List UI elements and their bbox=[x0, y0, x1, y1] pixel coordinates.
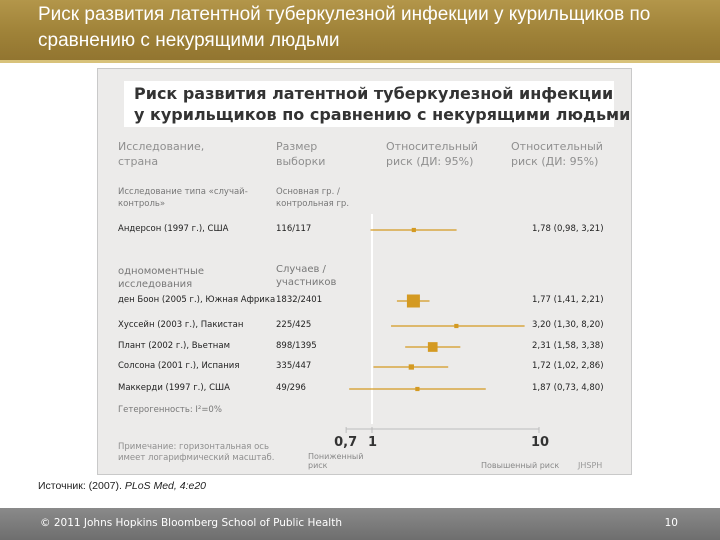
study-rr-ci: 3,20 (1,30, 8,20) bbox=[532, 320, 604, 330]
study-sample-size: 49/296 bbox=[276, 383, 306, 393]
sample-header-cross-sectional: Случаев / участников bbox=[276, 264, 337, 288]
study-sample-size: 116/117 bbox=[276, 224, 312, 234]
x-tick-label: 0,7 bbox=[334, 435, 358, 450]
study-rr-ci: 2,31 (1,58, 3,38) bbox=[532, 341, 604, 351]
x-label-lower-risk: Пониженный риск bbox=[308, 452, 364, 470]
page-number: 10 bbox=[664, 517, 678, 529]
point-estimate-marker bbox=[454, 323, 459, 329]
footer-copyright: © 2011 Johns Hopkins Bloomberg School of… bbox=[40, 517, 342, 529]
source-citation: Источник: (2007). PLoS Med, 4:e20 bbox=[38, 480, 206, 492]
group-label-case-control: Исследование типа «случай-контроль» bbox=[118, 187, 248, 209]
slide-header: Риск развития латентной туберкулезной ин… bbox=[0, 0, 720, 60]
source-journal: PLoS Med, 4:e20 bbox=[124, 480, 206, 492]
study-sample-size: 898/1395 bbox=[276, 341, 317, 351]
slide-title: Риск развития латентной туберкулезной ин… bbox=[38, 4, 651, 51]
point-estimate-marker bbox=[406, 294, 420, 308]
jhsph-logo: JHSPH bbox=[578, 461, 603, 470]
figure-title-line-1: Риск развития латентной туберкулезной ин… bbox=[134, 84, 614, 103]
point-estimate-marker bbox=[427, 342, 438, 352]
study-name: Маккерди (1997 г.), США bbox=[118, 383, 230, 393]
forest-plot-area bbox=[345, 214, 540, 433]
study-name: Солсона (2001 г.), Испания bbox=[118, 361, 240, 371]
column-header-rr-left: Относительный риск (ДИ: 95%) bbox=[386, 140, 478, 168]
log-scale-note: Примечание: горизонтальная ось имеет лог… bbox=[118, 442, 275, 463]
point-estimate-marker bbox=[411, 227, 416, 233]
figure-title-line-2: у курильщиков по сравнению с некурящими … bbox=[134, 105, 631, 124]
sample-header-case-control: Основная гр. / контрольная гр. bbox=[276, 187, 350, 209]
figure-title-box: Риск развития латентной туберкулезной ин… bbox=[124, 81, 630, 127]
heterogeneity-label: Гетерогенность: I²=0% bbox=[118, 405, 222, 415]
group-label-cross-sectional: одномоментные исследования bbox=[118, 266, 204, 290]
x-label-higher-risk: Повышенный риск bbox=[481, 461, 560, 470]
slide-footer: © 2011 Johns Hopkins Bloomberg School of… bbox=[0, 508, 720, 540]
study-name: Плант (2002 г.), Вьетнам bbox=[118, 341, 230, 351]
column-header-study: Исследование, страна bbox=[118, 140, 205, 168]
study-rr-ci: 1,87 (0,73, 4,80) bbox=[532, 383, 604, 393]
study-rr-ci: 1,72 (1,02, 2,86) bbox=[532, 361, 604, 371]
point-estimate-marker bbox=[415, 386, 420, 392]
study-rr-ci: 1,77 (1,41, 2,21) bbox=[532, 295, 604, 305]
study-sample-size: 225/425 bbox=[276, 320, 312, 330]
header-divider bbox=[0, 60, 720, 63]
column-header-rr-right: Относительный риск (ДИ: 95%) bbox=[511, 140, 603, 168]
source-label: Источник: (2007). bbox=[38, 480, 125, 492]
study-sample-size: 1832/2401 bbox=[276, 295, 323, 305]
study-name: ден Боон (2005 г.), Южная Африка bbox=[118, 295, 276, 305]
study-sample-size: 335/447 bbox=[276, 361, 312, 371]
column-header-sample: Размер выборки bbox=[276, 140, 326, 168]
x-tick-label: 1 bbox=[368, 435, 378, 450]
study-name: Андерсон (1997 г.), США bbox=[118, 224, 229, 234]
forest-plot-figure: Риск развития латентной туберкулезной ин… bbox=[97, 68, 632, 475]
study-name: Хуссейн (2003 г.), Пакистан bbox=[118, 320, 244, 330]
study-rr-ci: 1,78 (0,98, 3,21) bbox=[532, 224, 604, 234]
point-estimate-marker bbox=[408, 364, 414, 370]
x-tick-label: 10 bbox=[531, 435, 550, 450]
